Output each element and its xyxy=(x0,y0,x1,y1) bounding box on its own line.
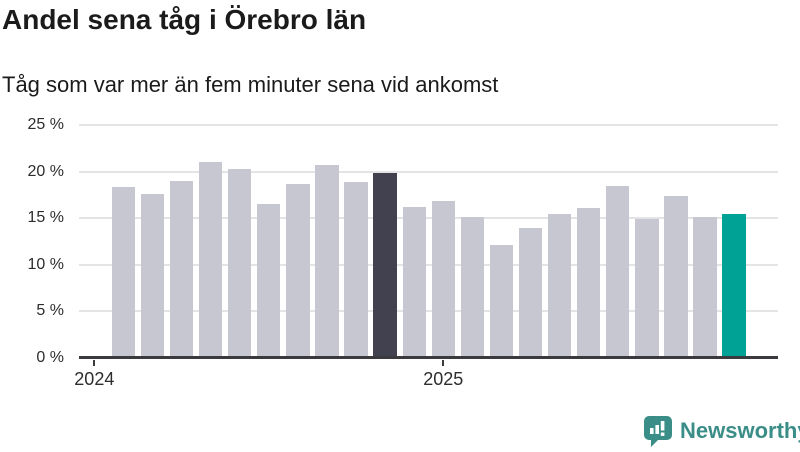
bar-2024-12 xyxy=(402,207,426,358)
y-axis-label-25: 25 % xyxy=(27,116,64,133)
bar-2025-07 xyxy=(606,185,630,358)
chart-subtitle: Tåg som var mer än fem minuter sena vid … xyxy=(2,72,499,97)
bar-2025-06 xyxy=(576,207,601,358)
bar-2025-11 xyxy=(722,213,746,358)
bar-2025-01 xyxy=(431,201,455,358)
bar-2025-10 xyxy=(693,217,717,358)
x-axis-tick-2024 xyxy=(93,360,96,366)
brand-name: Newsworthy xyxy=(680,418,800,443)
bar-2024-02 xyxy=(111,186,136,358)
bar-2024-07 xyxy=(257,204,281,358)
x-axis-label-2024: 2024 xyxy=(74,369,115,389)
bar-2024-05 xyxy=(198,162,223,358)
x-axis-tick-2025 xyxy=(442,360,445,366)
bar-2025-03 xyxy=(489,245,514,358)
gridline-10 xyxy=(79,263,778,266)
bar-2024-08 xyxy=(286,183,310,358)
bar-2025-05 xyxy=(547,214,572,358)
y-axis-label-20: 20 % xyxy=(27,162,64,180)
page-title: Andel sena tåg i Örebro län xyxy=(2,4,367,35)
x-axis-label-2025: 2025 xyxy=(423,369,464,389)
newsworthy-logo[interactable]: Newsworthy xyxy=(643,415,800,447)
bar-2024-09 xyxy=(315,165,339,358)
bar-chart-speech-bubble-icon xyxy=(643,415,673,447)
bar-2025-09 xyxy=(664,195,688,358)
plot-area: 0 % 5 % 10 % 15 % 20 % 25 % 2024 2025 xyxy=(28,116,778,389)
gridline-15 xyxy=(79,217,778,220)
bar-2025-02 xyxy=(460,217,485,358)
bar-2025-04 xyxy=(518,227,543,358)
y-axis-label-15: 15 % xyxy=(27,209,64,227)
y-axis-label-0: 0 % xyxy=(36,349,64,366)
bar-2024-03 xyxy=(140,193,165,358)
x-axis-line xyxy=(79,356,778,359)
y-axis-label-5: 5 % xyxy=(36,302,64,320)
bar-2024-04 xyxy=(169,180,194,358)
gridline-5 xyxy=(79,310,778,313)
bar-2024-11 xyxy=(373,172,397,358)
gridline-25 xyxy=(79,124,778,126)
gridline-20 xyxy=(79,170,778,173)
bar-2024-06 xyxy=(228,168,252,358)
bar-2025-08 xyxy=(635,219,659,358)
bar-2024-10 xyxy=(344,181,368,358)
y-axis-label-10: 10 % xyxy=(27,255,64,273)
